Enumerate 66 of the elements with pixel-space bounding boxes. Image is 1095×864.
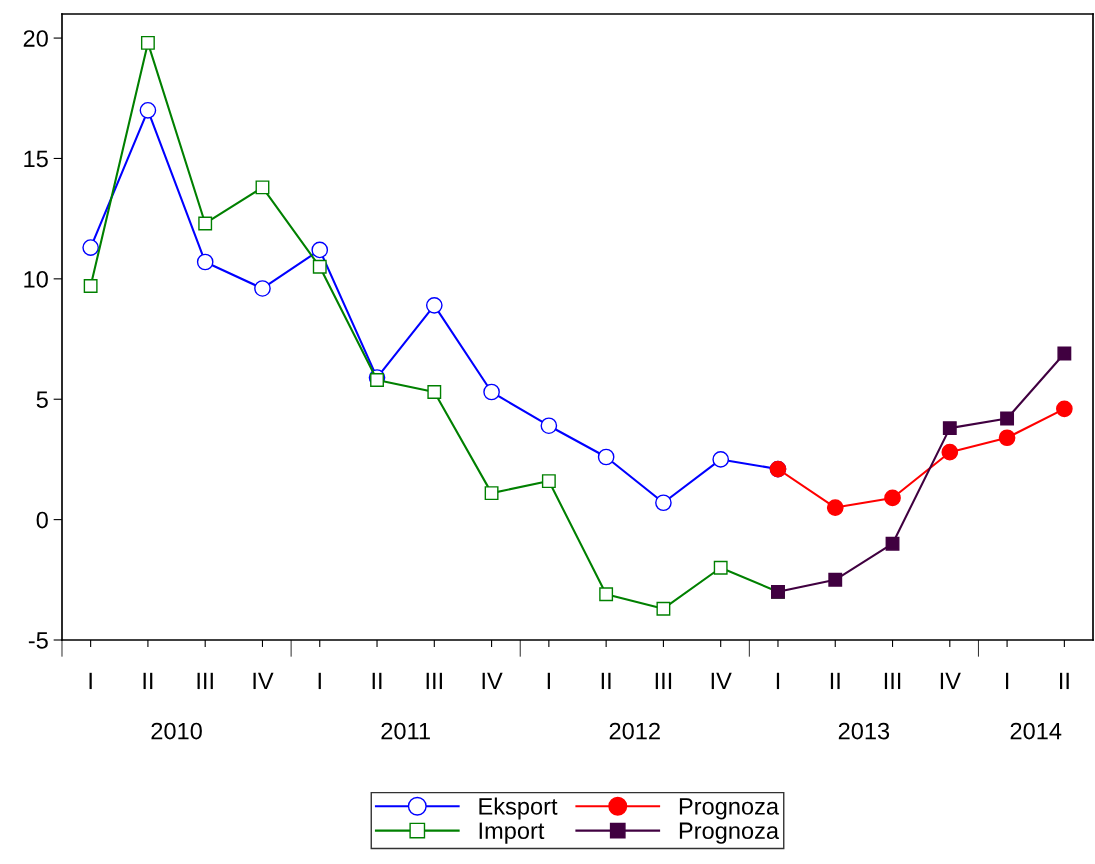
point bbox=[427, 385, 442, 399]
x-tick-label: I bbox=[776, 672, 780, 690]
x-tick-label: I bbox=[1005, 672, 1009, 690]
point bbox=[83, 279, 98, 294]
point bbox=[942, 421, 957, 436]
legend-label: Prognoza bbox=[679, 798, 780, 820]
y-tick-label: 0 bbox=[36, 511, 48, 529]
point bbox=[370, 373, 384, 387]
text: 2011 bbox=[381, 722, 430, 740]
point bbox=[255, 180, 270, 195]
point bbox=[82, 239, 99, 256]
x-tick-label: III bbox=[884, 672, 901, 690]
x-tick-label: IV bbox=[253, 672, 274, 690]
point bbox=[425, 296, 443, 314]
y-tick-label: -5 bbox=[28, 632, 48, 649]
x-tick-label: II bbox=[143, 672, 153, 690]
point bbox=[484, 486, 499, 501]
point bbox=[656, 601, 671, 616]
x-tick-label: IV bbox=[711, 672, 732, 690]
point bbox=[655, 494, 672, 512]
x-tick-label: II bbox=[601, 672, 611, 690]
x-tick-label: II bbox=[830, 672, 840, 690]
point bbox=[312, 259, 327, 274]
legend-label: Eksport bbox=[479, 797, 558, 820]
point bbox=[198, 216, 213, 231]
point bbox=[826, 499, 844, 516]
y-tick-label: 20 bbox=[23, 30, 48, 47]
y-tick-label: 15 bbox=[24, 150, 48, 168]
x-tick-label: III bbox=[426, 672, 442, 690]
point bbox=[885, 536, 900, 551]
point bbox=[1056, 400, 1073, 418]
x-tick-label: III bbox=[655, 672, 672, 690]
text: 2012 bbox=[609, 722, 660, 740]
x-tick-label: IV bbox=[482, 672, 503, 690]
point bbox=[483, 383, 500, 401]
text: 2010 bbox=[151, 722, 202, 740]
x-tick-label: IV bbox=[940, 672, 961, 690]
legend-label: Prognoza bbox=[679, 822, 780, 844]
point bbox=[139, 101, 157, 119]
point bbox=[713, 560, 728, 575]
x-tick-label: I bbox=[318, 672, 321, 690]
point bbox=[597, 448, 615, 466]
point bbox=[599, 587, 614, 602]
point bbox=[884, 489, 901, 507]
point bbox=[196, 253, 214, 271]
y-tick-label: 5 bbox=[36, 391, 48, 409]
text: 2014 bbox=[1010, 722, 1062, 740]
point bbox=[1057, 346, 1072, 361]
point bbox=[311, 241, 329, 259]
point bbox=[140, 35, 155, 50]
x-tick-label: II bbox=[372, 672, 382, 690]
point bbox=[941, 443, 959, 461]
point bbox=[828, 572, 843, 587]
x-tick-label: I bbox=[89, 672, 92, 690]
x-tick-label: III bbox=[197, 672, 213, 690]
point bbox=[541, 474, 556, 489]
x-tick-label: II bbox=[1059, 672, 1069, 690]
point bbox=[712, 451, 730, 468]
text: 2013 bbox=[838, 722, 890, 740]
point bbox=[254, 280, 271, 297]
x-tick-label: I bbox=[547, 672, 550, 690]
point bbox=[540, 417, 558, 435]
point bbox=[998, 429, 1016, 447]
legend-label: Import bbox=[479, 822, 545, 844]
y-tick-label: 10 bbox=[24, 270, 48, 288]
point bbox=[1000, 411, 1015, 426]
